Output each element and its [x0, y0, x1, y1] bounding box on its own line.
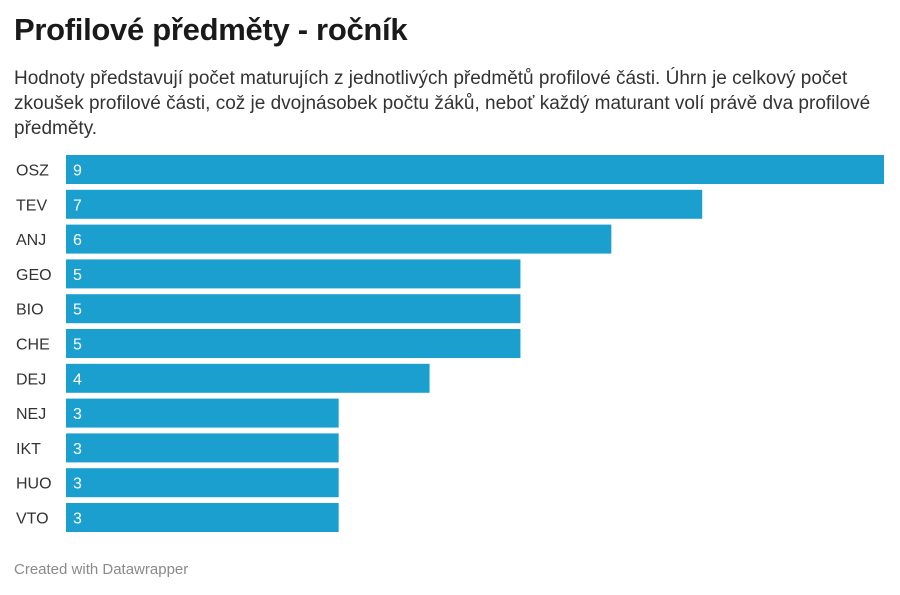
category-label: IKT: [16, 441, 41, 458]
value-label: 3: [73, 406, 82, 423]
bar: [66, 155, 884, 184]
bar-chart: OSZ 9 TEV 7 ANJ 6 GEO 5 BIO 5 CHE 5 DEJ 4 NEJ 3 IKT 3 HUO 3…: [0, 150, 900, 542]
category-label: VTO: [16, 511, 49, 528]
bar: [66, 224, 612, 254]
bar-row: CHE 5: [16, 329, 521, 358]
category-label: BIO: [16, 302, 44, 319]
bar-row: DEJ 4: [16, 363, 430, 393]
bar-row: VTO 3: [16, 503, 339, 532]
bar-chart-svg: OSZ 9 TEV 7 ANJ 6 GEO 5 BIO 5 CHE 5 DEJ 4 NEJ 3 IKT 3 HUO 3…: [16, 155, 884, 532]
bar: [66, 259, 521, 289]
bar-row: TEV 7: [16, 189, 703, 219]
category-label: CHE: [16, 337, 50, 354]
bar-row: BIO 5: [16, 294, 521, 324]
category-label: HUO: [16, 476, 52, 493]
value-label: 5: [73, 337, 82, 354]
value-label: 5: [73, 302, 82, 319]
bar: [66, 363, 430, 393]
bar: [66, 503, 339, 532]
bar-row: HUO 3: [16, 468, 339, 498]
value-label: 5: [73, 267, 82, 284]
bar: [66, 189, 703, 219]
bar: [66, 294, 521, 324]
bar: [66, 468, 339, 498]
bar-row: ANJ 6: [16, 224, 612, 254]
bar: [66, 329, 521, 358]
bar-row: NEJ 3: [16, 398, 339, 428]
chart-title: Profilové předměty - ročník: [14, 12, 408, 47]
category-label: ANJ: [16, 232, 46, 249]
value-label: 3: [73, 441, 82, 458]
category-label: TEV: [16, 197, 47, 214]
category-label: GEO: [16, 267, 52, 284]
value-label: 6: [73, 232, 82, 249]
value-label: 3: [73, 511, 82, 528]
category-label: OSZ: [16, 163, 49, 180]
bar: [66, 433, 339, 463]
bar-row: GEO 5: [16, 259, 521, 289]
bar-row: OSZ 9: [16, 155, 884, 184]
bar-row: IKT 3: [16, 433, 339, 463]
category-label: DEJ: [16, 371, 46, 388]
value-label: 3: [73, 476, 82, 493]
value-label: 7: [73, 197, 82, 214]
datawrapper-credit: Created with Datawrapper: [14, 561, 189, 578]
bar: [66, 398, 339, 428]
chart-subtitle: Hodnoty představují počet maturujích z j…: [14, 68, 871, 139]
value-label: 4: [73, 371, 82, 388]
category-label: NEJ: [16, 406, 46, 423]
value-label: 9: [73, 163, 82, 180]
